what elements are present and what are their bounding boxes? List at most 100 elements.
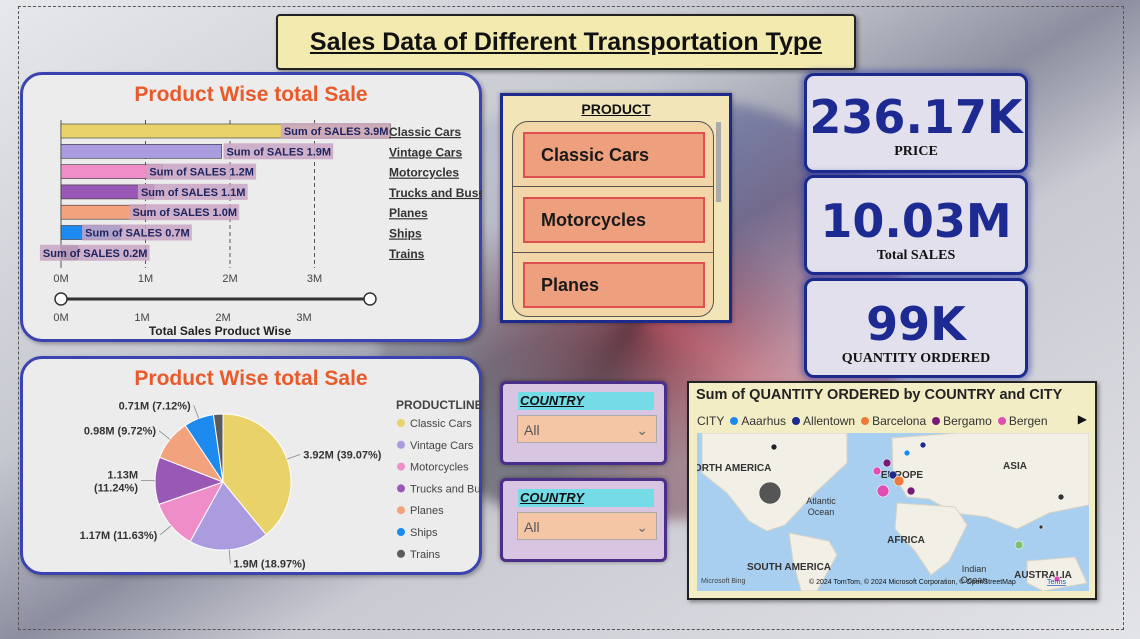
- slicer-item-motorcycles[interactable]: Motorcycles: [523, 197, 705, 243]
- map-bubble: [770, 443, 778, 451]
- country-dropdown[interactable]: All ⌄: [517, 415, 657, 443]
- bar: [60, 144, 222, 159]
- map-bubble: [1038, 524, 1044, 530]
- pie-slice: [222, 413, 292, 536]
- map-copyright: © 2024 TomTom, © 2024 Microsoft Corporat…: [809, 578, 1016, 586]
- kpi-quantity-label: QUANTITY ORDERED: [841, 351, 991, 366]
- divider: [513, 186, 713, 187]
- map-legend-item: Allentown: [792, 414, 855, 428]
- map-bubble: [893, 475, 905, 487]
- map-region-label: Indian: [962, 564, 987, 574]
- map-terms-link: Terms: [1047, 579, 1067, 586]
- map-legend-item-label: Allentown: [803, 414, 856, 428]
- map-canvas[interactable]: NORTH AMERICAEUROPEASIAAtlanticOceanAFRI…: [697, 433, 1089, 591]
- kpi-quantity-value: 99K: [866, 297, 966, 351]
- chevron-down-icon: ⌄: [636, 519, 648, 535]
- map-legend-item: Bergamo: [932, 414, 992, 428]
- legend-marker: [397, 484, 405, 493]
- map-region-label: NORTH AMERICA: [697, 463, 771, 474]
- divider: [513, 252, 713, 253]
- map-legend-label: CITY: [697, 414, 725, 428]
- dashboard-title-box: Sales Data of Different Transportation T…: [276, 14, 856, 70]
- kpi-price-card: 236.17K PRICE: [804, 73, 1028, 173]
- canvas-frame: [18, 6, 1124, 630]
- product-slicer-list[interactable]: Classic Cars Motorcycles Planes: [512, 121, 714, 317]
- map-bubble: [882, 458, 892, 468]
- map-region-label: ASIA: [1003, 461, 1027, 472]
- legend-label: Trucks and Buses: [410, 483, 482, 495]
- country-dropdown-value: All: [524, 519, 540, 535]
- category-label: Planes: [389, 206, 428, 220]
- legend-label: Motorcycles: [410, 462, 469, 474]
- slice-label: 0.71M (7.12%): [119, 400, 191, 412]
- data-label-bg: [137, 183, 248, 200]
- data-label: Sum of SALES 1.9M: [227, 146, 332, 158]
- kpi-price-label: PRICE: [894, 144, 938, 159]
- product-slicer-header: PRODUCT: [581, 101, 651, 117]
- map-region-label: EUROPE: [881, 470, 924, 481]
- legend-marker: [397, 549, 405, 558]
- map-legend: CITY Aaarhus Allentown Barcelona Bergamo Ber…: [697, 414, 1048, 428]
- country-dropdown[interactable]: All ⌄: [517, 512, 657, 540]
- pie-chart-title: Product Wise total Sale: [134, 367, 368, 390]
- landmass: [894, 502, 968, 576]
- map-bubble: [758, 481, 782, 505]
- data-label-bg: [39, 244, 150, 261]
- bar-chart-title: Product Wise total Sale: [134, 83, 368, 106]
- country-dropdown-value: All: [524, 422, 540, 438]
- slicer-item-planes[interactable]: Planes: [523, 262, 705, 308]
- kpi-sales-card: 10.03M Total SALES: [804, 175, 1028, 275]
- map-region-label: Ocean: [808, 507, 835, 517]
- chevron-down-icon: ⌄: [636, 422, 648, 438]
- map-bubble: [919, 441, 927, 449]
- map-bubble: [906, 486, 916, 496]
- map-legend-next-icon[interactable]: ▶: [1077, 412, 1087, 426]
- map-legend-items: Aaarhus Allentown Barcelona Bergamo Bergen: [730, 414, 1048, 428]
- map-legend-item: Barcelona: [861, 414, 926, 428]
- slicer-item-classic-cars[interactable]: Classic Cars: [523, 132, 705, 178]
- data-label-bg: [280, 123, 391, 139]
- map-region-label: Ocean: [961, 575, 988, 585]
- country-slicer-header: COUNTRY: [518, 392, 654, 410]
- data-label: Sum of SALES 1.1M: [141, 187, 246, 199]
- slice-label: 0.98M (9.72%): [84, 426, 156, 438]
- slice-label: 1.9M (18.97%): [233, 559, 305, 571]
- legend-dot-icon: [997, 417, 1006, 425]
- legend-marker: [397, 419, 405, 427]
- legend-title: PRODUCTLINE: [396, 398, 482, 412]
- kpi-quantity-card: 99K QUANTITY ORDERED: [804, 278, 1028, 378]
- legend-marker: [397, 528, 405, 536]
- data-label-bg: [82, 224, 192, 241]
- legend-dot-icon: [932, 417, 941, 425]
- map-bubble: [888, 470, 898, 480]
- range-slider-handle-start: [54, 292, 68, 306]
- country-slicer-header: COUNTRY: [518, 489, 654, 507]
- slider-tick-label: 1M: [134, 312, 149, 324]
- bing-logo: Microsoft Bing: [701, 578, 745, 585]
- map-bubble: [1053, 575, 1061, 583]
- legend-label: Trains: [410, 549, 441, 561]
- slicer-scrollbar[interactable]: [716, 122, 721, 202]
- legend-label: Planes: [410, 505, 444, 517]
- dashboard-title: Sales Data of Different Transportation T…: [309, 27, 823, 56]
- pie-chart-card: Product Wise total Sale 3.92M (39.07%) 1.…: [20, 356, 482, 575]
- category-label: Vintage Cars: [389, 145, 462, 159]
- category-label: Motorcycles: [389, 166, 459, 180]
- leader-line: [160, 525, 172, 536]
- legend-label: Classic Cars: [410, 418, 472, 430]
- legend-marker: [397, 440, 405, 449]
- slider-tick-label: 0M: [53, 312, 68, 324]
- x-tick-label: 2M: [222, 273, 237, 285]
- category-label: Trains: [389, 247, 425, 261]
- map-bubble: [1014, 540, 1024, 550]
- legend-label: Vintage Cars: [410, 440, 474, 452]
- map-legend-item-label: Bergen: [1008, 414, 1048, 428]
- map-card: Sum of QUANTITY ORDERED by COUNTRY and C…: [687, 381, 1097, 600]
- landmass: [891, 433, 1089, 530]
- pie-slice: [189, 481, 267, 551]
- legend-dot-icon: [861, 417, 870, 425]
- map-legend-item-label: Aaarhus: [741, 414, 787, 428]
- map-region-label: AFRICA: [887, 535, 925, 546]
- kpi-sales-value: 10.03M: [820, 194, 1012, 248]
- data-label: Sum of SALES 0.2M: [43, 248, 148, 260]
